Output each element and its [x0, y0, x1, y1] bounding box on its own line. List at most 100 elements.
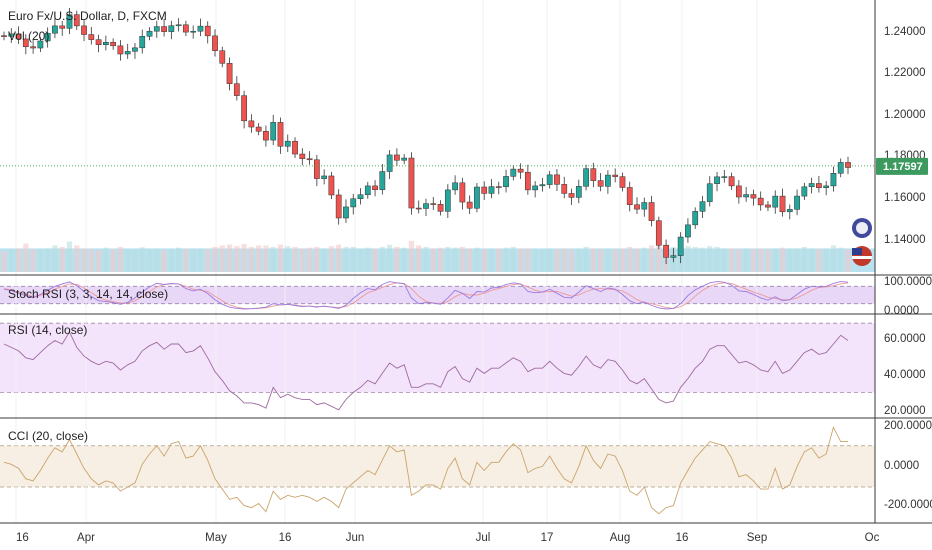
- candle-body: [830, 173, 837, 187]
- volume-bar: [88, 249, 94, 272]
- volume-bar: [437, 247, 444, 272]
- volume-bar: [30, 249, 36, 272]
- candle-body: [270, 122, 277, 141]
- volume-bar: [343, 246, 349, 272]
- candle-body: [721, 176, 728, 178]
- rsi-band: [0, 323, 875, 393]
- volume-bar: [154, 248, 160, 272]
- volume-bar: [299, 248, 305, 272]
- volume-bar: [452, 247, 458, 272]
- candle-body: [488, 186, 495, 194]
- volume-bar: [634, 248, 640, 272]
- candle-body: [146, 30, 153, 37]
- volume-bar: [168, 249, 174, 272]
- volume-bar: [547, 248, 553, 272]
- rsi-tick-label: 20.0000: [884, 405, 926, 417]
- volume-bar: [699, 247, 706, 272]
- candle-body: [663, 244, 669, 258]
- candle-body: [394, 154, 400, 161]
- x-tick-label: Apr: [77, 532, 95, 544]
- candle-body: [575, 186, 582, 198]
- candle-body: [22, 38, 29, 47]
- volume-bar: [277, 244, 284, 272]
- volume-bar: [103, 247, 109, 272]
- candle-body: [444, 189, 451, 212]
- candle-body: [241, 95, 247, 122]
- candle-body: [219, 50, 226, 64]
- candle-body: [95, 39, 102, 45]
- candle-body: [124, 51, 131, 55]
- candle-body: [379, 171, 386, 190]
- volume-bar: [45, 248, 51, 272]
- economic-events-icon[interactable]: [852, 218, 872, 266]
- candle-body: [583, 168, 589, 187]
- candle-body: [517, 168, 524, 173]
- volume-bar: [401, 247, 407, 272]
- candle-body: [655, 220, 662, 246]
- stoch-k-line: [3, 281, 849, 310]
- volume-bar: [23, 243, 29, 272]
- candle-body: [110, 42, 117, 47]
- volume-bar: [234, 246, 240, 272]
- volume-bar: [328, 246, 335, 272]
- candle-body: [568, 193, 575, 198]
- volume-bar: [459, 246, 465, 272]
- volume-bar: [568, 249, 575, 272]
- candle-body: [183, 24, 189, 33]
- candle-body: [226, 63, 233, 84]
- candle-body: [175, 24, 182, 27]
- volume-bar: [241, 243, 247, 272]
- candle-body: [474, 186, 480, 209]
- volume-bar: [95, 249, 102, 272]
- candle-body: [313, 159, 320, 179]
- volume-bar: [714, 246, 720, 272]
- cci-line: [3, 425, 848, 515]
- candle-body: [735, 185, 742, 198]
- volume-bar: [619, 248, 626, 272]
- volume-bar: [612, 249, 618, 272]
- volume-bar: [350, 246, 356, 272]
- volume-bar: [408, 240, 415, 272]
- volume-bar: [219, 245, 225, 272]
- volume-bar: [52, 245, 58, 272]
- candle-body: [706, 183, 713, 202]
- volume-bar: [736, 249, 742, 272]
- volume-bar: [321, 248, 327, 272]
- volume-bar: [692, 246, 698, 272]
- candle-body: [837, 162, 844, 174]
- candle-body: [539, 184, 546, 187]
- volume-bar: [532, 249, 538, 272]
- candle-body: [190, 30, 197, 33]
- volume-bar: [816, 249, 822, 272]
- volume-bar: [372, 248, 378, 272]
- rsi-line: [3, 330, 849, 411]
- candle-body: [248, 120, 255, 128]
- volume-bar: [598, 249, 604, 272]
- volume-bar: [336, 244, 342, 272]
- volume-bar: [685, 246, 691, 272]
- candle-body: [292, 140, 298, 155]
- volume-bar: [758, 248, 764, 272]
- candle-body: [117, 45, 124, 55]
- volume-bar: [445, 246, 451, 272]
- candle-body: [816, 183, 822, 188]
- volume-bar: [74, 245, 80, 272]
- volume-bar: [510, 246, 516, 272]
- candle-body: [634, 204, 640, 210]
- stoch-d-line: [3, 282, 849, 310]
- volume-bar: [117, 246, 124, 272]
- price-tick-label: 1.22000: [884, 67, 926, 79]
- candle-body: [546, 174, 553, 185]
- candle-body: [459, 182, 466, 203]
- volume-bar: [285, 246, 291, 272]
- x-tick-label: 16: [16, 532, 29, 544]
- volume-bar: [539, 249, 546, 272]
- candle-body: [801, 186, 808, 197]
- rsi-tick-label: 40.0000: [884, 369, 926, 381]
- candle-body: [590, 168, 597, 181]
- volume-bar: [481, 249, 487, 272]
- candle-body: [648, 202, 655, 221]
- cci-title: CCI (20, close): [8, 429, 88, 443]
- volume-bar: [132, 249, 138, 272]
